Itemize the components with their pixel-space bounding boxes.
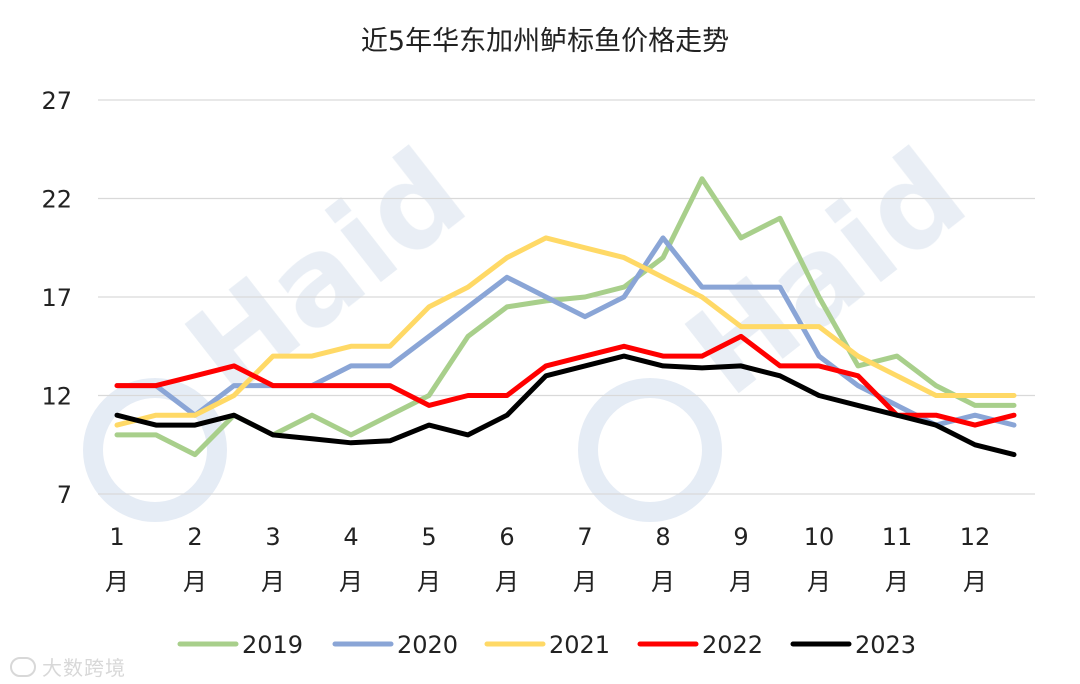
x-tick-unit: 月 <box>417 568 441 596</box>
x-tick-unit: 月 <box>729 568 753 596</box>
x-tick-unit: 月 <box>963 568 987 596</box>
y-tick-label: 12 <box>41 383 72 411</box>
chart-title: 近5年华东加州鲈标鱼价格走势 <box>361 26 729 57</box>
legend-label-2023: 2023 <box>855 631 916 659</box>
grid <box>98 99 1035 495</box>
x-tick-unit: 月 <box>807 568 831 596</box>
x-tick-unit: 月 <box>105 568 129 596</box>
x-tick-label: 11 <box>882 523 913 551</box>
x-tick-label: 6 <box>499 523 514 551</box>
series-line-2021 <box>114 235 1017 428</box>
y-tick-label: 17 <box>41 284 72 312</box>
x-tick-label: 12 <box>960 523 991 551</box>
series-line-2020 <box>114 235 1017 428</box>
x-tick-unit: 月 <box>885 568 909 596</box>
brand-logo-icon <box>10 657 36 677</box>
y-axis: 7 12 17 22 27 <box>41 87 72 509</box>
legend-label-2022: 2022 <box>702 631 763 659</box>
x-tick-unit: 月 <box>573 568 597 596</box>
watermark-text-right: Haid <box>662 123 991 422</box>
y-tick-label: 7 <box>57 481 72 509</box>
x-tick-label: 9 <box>733 523 748 551</box>
y-tick-label: 22 <box>41 186 72 214</box>
x-tick-label: 10 <box>804 523 835 551</box>
x-tick-unit: 月 <box>339 568 363 596</box>
watermark: Haid Haid <box>83 123 991 522</box>
x-tick-label: 2 <box>187 523 202 551</box>
brand-watermark: 大数跨境 <box>10 652 126 681</box>
x-tick-label: 8 <box>655 523 670 551</box>
x-tick-label: 3 <box>265 523 280 551</box>
watermark-logo-right <box>578 378 722 522</box>
series-line-2023 <box>114 353 1017 458</box>
x-tick-unit: 月 <box>495 568 519 596</box>
x-tick-label: 7 <box>577 523 592 551</box>
x-tick-unit: 月 <box>651 568 675 596</box>
legend-label-2020: 2020 <box>397 631 458 659</box>
x-tick-label: 5 <box>421 523 436 551</box>
series-line-2022 <box>114 333 1017 428</box>
brand-text: 大数跨境 <box>42 656 126 680</box>
legend: 2019 2020 2021 2022 2023 <box>177 631 916 659</box>
x-tick-label: 4 <box>343 523 358 551</box>
x-tick-label: 1 <box>109 523 124 551</box>
x-tick-unit: 月 <box>261 568 285 596</box>
legend-label-2019: 2019 <box>242 631 303 659</box>
legend-label-2021: 2021 <box>549 631 610 659</box>
y-tick-label: 27 <box>41 87 72 115</box>
x-axis: 1 月 2 月 3 月 4 月 5 月 6 月 7 月 8 月 9 月 10 月 11 月 12 月 <box>105 523 990 596</box>
x-tick-unit: 月 <box>183 568 207 596</box>
series-group <box>114 176 1017 458</box>
